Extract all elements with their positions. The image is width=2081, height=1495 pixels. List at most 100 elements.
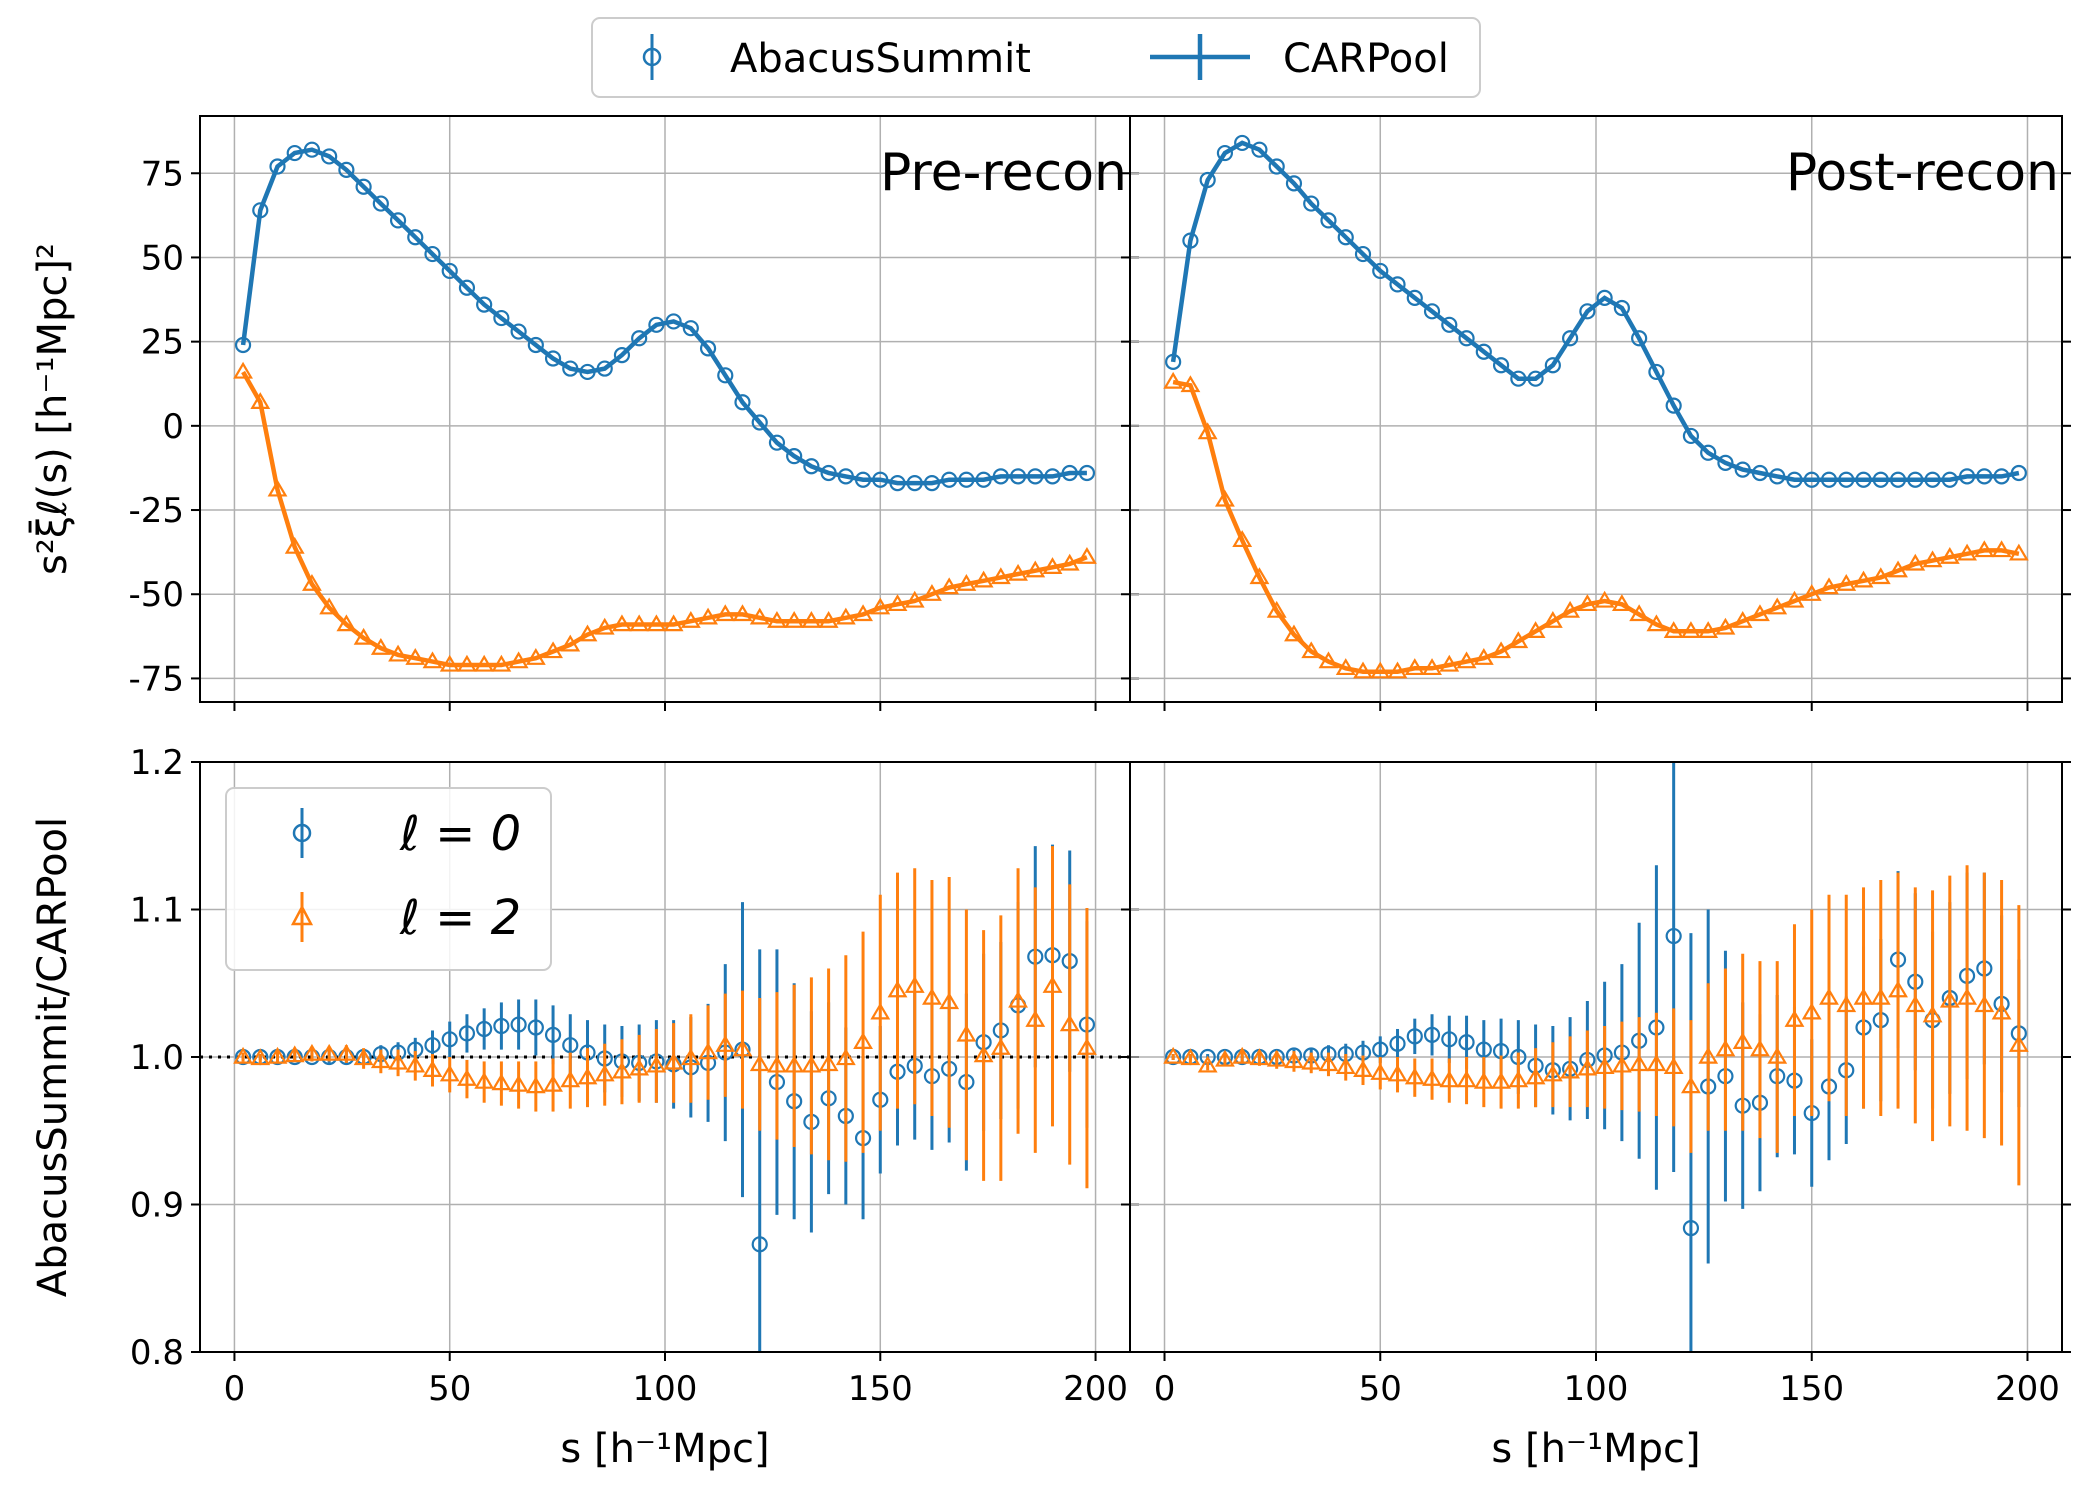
- data-point: [990, 1037, 1011, 1055]
- data-point: [1163, 371, 1184, 389]
- data-point: [1681, 1076, 1701, 1094]
- data-point: [1025, 560, 1046, 578]
- data-point: [508, 651, 529, 669]
- data-point: [1665, 397, 1682, 414]
- data-point: [1475, 1041, 1492, 1058]
- data-point: [527, 1019, 544, 1036]
- data-point: [1249, 1048, 1270, 1066]
- data-point: [1197, 1055, 1218, 1073]
- y-tick-label: 0.8: [130, 1333, 184, 1373]
- data-point: [1473, 648, 1494, 665]
- legend-l2-label: ℓ = 2: [399, 890, 521, 946]
- data-point: [1249, 567, 1270, 585]
- data-point: [321, 148, 338, 165]
- data-point: [1579, 303, 1596, 320]
- data-point: [629, 1058, 650, 1076]
- data-point: [663, 614, 684, 632]
- data-point: [1044, 468, 1061, 485]
- data-point: [1042, 976, 1063, 993]
- data-point: [1974, 995, 1995, 1013]
- plot-area: [200, 844, 1130, 1352]
- data-point: [1611, 594, 1632, 612]
- data-point: [732, 1039, 753, 1057]
- data-point: [1025, 1009, 1046, 1027]
- data-point: [1335, 658, 1356, 676]
- data-point: [544, 350, 562, 367]
- data-point: [665, 313, 682, 330]
- data-point: [1838, 471, 1855, 488]
- data-point: [1199, 171, 1216, 189]
- carpool-line: [1172, 379, 2020, 674]
- y-tick-label: 25: [141, 323, 184, 363]
- data-point: [1993, 468, 2010, 485]
- data-point: [525, 648, 546, 665]
- data-point: [269, 158, 286, 175]
- data-point: [594, 1064, 615, 1082]
- carpool-line: [240, 147, 1087, 486]
- axes-frame: [1129, 761, 2063, 1353]
- data-point: [1353, 1060, 1373, 1077]
- data-point: [1698, 1046, 1719, 1064]
- x-tick-label: 200: [1063, 1369, 1128, 1409]
- data-point: [579, 363, 596, 381]
- data-point: [1422, 658, 1442, 676]
- data-point: [1372, 262, 1389, 280]
- data-point: [1544, 357, 1561, 374]
- data-point: [1491, 641, 1511, 659]
- data-point: [1354, 245, 1372, 263]
- data-point: [370, 637, 391, 655]
- legend-l2-marker: [290, 892, 314, 942]
- data-point: [1751, 464, 1769, 482]
- data-point: [923, 474, 941, 492]
- data-point: [1594, 1057, 1615, 1075]
- plot-area: [1163, 134, 2029, 679]
- data-point: [458, 279, 476, 296]
- data-point: [939, 577, 960, 595]
- x-tick-label: 150: [848, 1369, 913, 1409]
- data-point: [922, 987, 942, 1005]
- data-point: [1042, 557, 1063, 574]
- data-point: [336, 1043, 357, 1061]
- data-point: [1786, 471, 1803, 488]
- data-point: [1939, 547, 1960, 564]
- data-point: [1268, 158, 1285, 175]
- data-point: [973, 570, 994, 588]
- data-point: [1215, 1049, 1235, 1067]
- data-point: [562, 1037, 579, 1054]
- data-point: [1613, 299, 1630, 317]
- data-point: [1404, 1067, 1425, 1085]
- data-point: [1922, 1005, 1943, 1023]
- data-point: [1939, 990, 1960, 1008]
- data-point: [1750, 604, 1770, 622]
- data-point: [596, 360, 613, 377]
- y-tick-label: 75: [141, 154, 184, 194]
- data-point: [1836, 573, 1857, 591]
- data-point: [439, 1064, 460, 1082]
- data-point: [508, 1074, 529, 1092]
- data-point: [1510, 370, 1527, 387]
- data-point: [1458, 1034, 1475, 1051]
- data-point: [1525, 621, 1546, 638]
- plot-area: [1163, 762, 2029, 1352]
- legend-l0-label: ℓ = 0: [399, 806, 521, 862]
- y-axis-label: AbacusSummit/CARPool: [30, 817, 76, 1297]
- data-point: [1492, 357, 1510, 374]
- data-point: [715, 1035, 736, 1052]
- data-point: [1629, 604, 1650, 622]
- data-point: [1370, 661, 1391, 679]
- legend-carpool-label: CARPool: [1283, 36, 1449, 82]
- data-point: [1542, 1064, 1563, 1082]
- y-tick-label: 1.1: [130, 891, 184, 931]
- data-point: [870, 597, 891, 615]
- data-point: [389, 212, 407, 229]
- carpool-line: [1170, 140, 2020, 482]
- data-point: [388, 1052, 408, 1070]
- panel-post-ratio: 0 50 100 150 200 s [h⁻¹Mpc]: [1121, 761, 2071, 1472]
- data-point: [786, 448, 803, 465]
- data-point: [1941, 471, 1958, 488]
- data-point: [439, 654, 460, 672]
- data-point: [1750, 1039, 1770, 1057]
- x-tick-label: 100: [633, 1369, 698, 1409]
- data-point: [1853, 987, 1874, 1005]
- data-point: [407, 229, 424, 246]
